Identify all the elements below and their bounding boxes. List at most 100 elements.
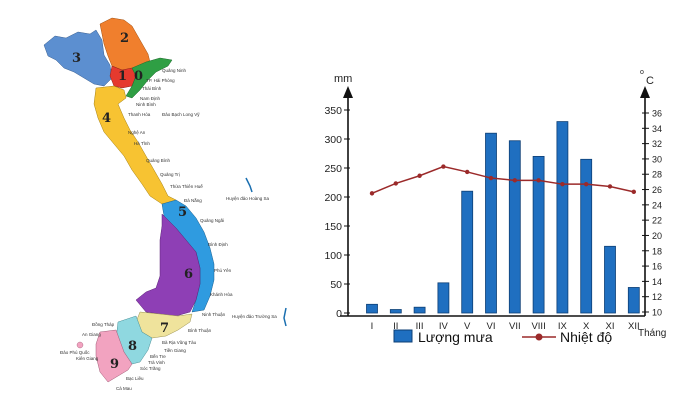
month-label: VI [487, 321, 496, 332]
map-label: Bạc Liêu [126, 376, 144, 381]
left-axis-ticks: 0 50 100 150 200 250 300 350 [324, 105, 350, 320]
rain-bar [366, 303, 378, 314]
month-label: II [393, 321, 398, 332]
rainfall-bars [366, 121, 640, 314]
rain-bar [556, 121, 569, 314]
legend-temp-marker-icon [535, 333, 543, 341]
right-tick-label: 36 [652, 109, 662, 119]
right-tick-label: 26 [652, 185, 662, 195]
left-tick-label: 250 [324, 163, 342, 175]
month-label: XII [628, 321, 640, 332]
region-number-3: 3 [72, 51, 81, 66]
right-tick-label: 20 [652, 231, 662, 241]
map-label: Đà Nẵng [184, 197, 202, 203]
map-label: Đồng Tháp [92, 322, 115, 327]
month-labels: I II III IV V VI VII VIII IX X XI XII [371, 321, 640, 332]
region-number-4: 4 [102, 111, 111, 126]
map-label: Ninh Bình [136, 102, 156, 107]
left-axis-arrow-icon [343, 86, 353, 98]
map-label: Kiên Giang [76, 356, 99, 361]
phu-quoc-island-icon [76, 341, 84, 349]
map-label: Ninh Thuận [202, 312, 226, 317]
temp-point [536, 178, 541, 183]
left-axis-unit: mm [334, 73, 352, 85]
left-tick-label: 300 [324, 134, 342, 146]
month-label: XI [606, 321, 615, 332]
month-label: III [416, 321, 424, 332]
temp-point [441, 164, 446, 169]
truong-sa-islands-icon [283, 307, 287, 327]
region-number-1: 1 [118, 69, 127, 84]
right-axis-unit-degree: o [640, 69, 644, 76]
right-tick-label: 32 [652, 139, 662, 149]
left-tick-label: 50 [330, 279, 342, 291]
left-tick-label: 100 [324, 250, 342, 262]
region-number-5: 5 [178, 205, 187, 220]
rain-bar [627, 287, 640, 314]
right-tick-label: 14 [652, 277, 662, 287]
rain-bar [604, 245, 616, 314]
vietnam-regions-map: 3 2 1 0 4 5 6 7 8 9 Quảng Ninh TP. Hải P… [43, 17, 287, 391]
map-label: Nghệ An [128, 130, 146, 135]
temp-point [465, 169, 470, 175]
map-label: Bà Rịa Vũng Tàu [162, 340, 197, 345]
rain-bar [508, 140, 521, 314]
temp-point [607, 184, 613, 189]
map-region-0 [125, 57, 173, 99]
temp-point [417, 173, 422, 178]
map-label: Bình Định [208, 242, 228, 247]
map-label: Tiền Giang [164, 348, 186, 353]
map-label: Bình Thuận [188, 328, 212, 333]
temp-point [631, 189, 636, 195]
temp-point [393, 181, 398, 186]
rain-bar [413, 306, 426, 314]
map-label: Huyện đảo Hoàng Sa [226, 196, 270, 201]
rain-bar [485, 132, 497, 314]
map-label: An Giang [82, 332, 101, 337]
right-axis-ticks: 10 12 14 16 18 20 22 24 26 28 30 32 34 36 [642, 109, 662, 318]
map-label: Quảng Ngãi [200, 218, 224, 223]
temperature-line [369, 164, 636, 196]
right-tick-label: 22 [652, 216, 662, 226]
map-label: Huyện đảo Trường Sa [232, 314, 277, 319]
left-tick-label: 350 [324, 105, 342, 117]
temp-point [488, 175, 494, 181]
map-label: Nam Định [140, 96, 161, 101]
rain-bar [580, 158, 593, 314]
map-label: Thanh Hóa [128, 112, 151, 117]
map-label: Phú Yên [214, 268, 232, 273]
right-axis-unit: C [646, 75, 654, 87]
temp-point [512, 178, 517, 183]
left-tick-label: 0 [336, 308, 342, 320]
map-label: Sóc Trăng [140, 366, 161, 371]
month-label: IV [439, 321, 449, 332]
right-tick-label: 16 [652, 262, 662, 272]
region-number-7: 7 [160, 321, 169, 336]
month-label: V [464, 321, 471, 332]
map-region-9 [95, 329, 133, 383]
right-tick-label: 28 [652, 170, 662, 180]
legend-rain-label: Lượng mưa [418, 329, 493, 345]
map-label: Đảo Phú Quốc [60, 350, 90, 355]
map-label: Thừa Thiên Huế [170, 184, 203, 189]
right-tick-label: 24 [652, 200, 662, 210]
month-label: VIII [531, 321, 545, 332]
left-tick-label: 150 [324, 221, 342, 233]
legend-temp-label: Nhiệt độ [560, 329, 612, 345]
map-label: Bến Tre [150, 354, 166, 359]
right-tick-label: 18 [652, 246, 662, 256]
region-number-0: 0 [134, 69, 143, 84]
temp-point [560, 181, 565, 187]
right-tick-label: 10 [652, 308, 662, 318]
rain-bar [532, 155, 545, 314]
month-label: VII [509, 321, 521, 332]
temp-point [584, 181, 589, 187]
map-label: Trà Vinh [148, 360, 165, 365]
right-tick-label: 12 [652, 292, 662, 302]
region-number-2: 2 [120, 31, 129, 46]
rain-bar [389, 309, 402, 314]
map-label: Thái Bình [142, 86, 162, 91]
region-number-9: 9 [110, 357, 119, 372]
map-label: Khánh Hòa [210, 292, 233, 297]
